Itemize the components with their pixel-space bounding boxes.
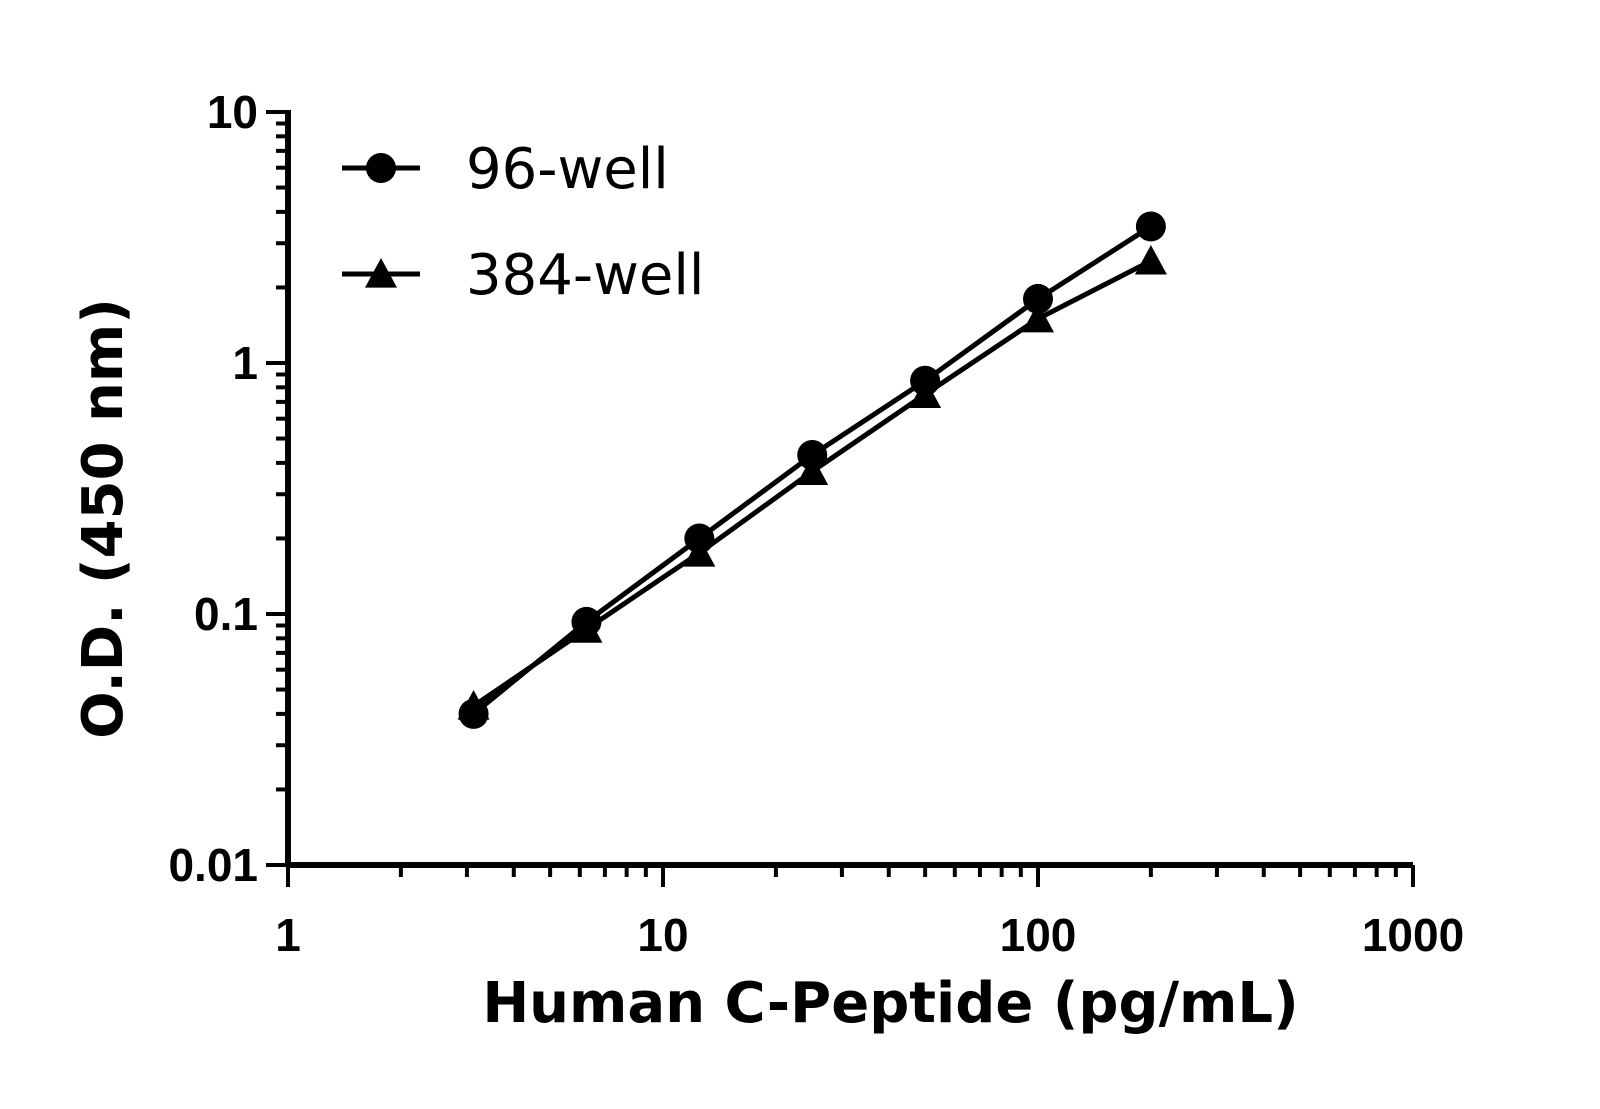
data-point: [1022, 302, 1054, 333]
x-tick-label: 100: [1000, 909, 1077, 961]
data-point: [796, 455, 829, 485]
y-tick-label: 1: [232, 337, 258, 389]
data-point: [458, 698, 489, 729]
legend-item: 96-well: [342, 137, 669, 202]
data-point: [1135, 211, 1166, 242]
series-96-well: [458, 211, 1166, 729]
y-tick-label: 10: [207, 86, 258, 138]
data-point: [1023, 283, 1053, 314]
y-tick-label: 0.01: [168, 839, 258, 891]
x-tick-label: 10: [637, 909, 688, 961]
legend-label: 96-well: [466, 137, 669, 202]
y-axis-title: O.D. (450 nm): [71, 298, 136, 739]
x-tick-label: 1000: [1362, 909, 1464, 961]
legend-marker: [366, 153, 396, 183]
series-group: [457, 211, 1167, 729]
x-axis-title: Human C-Peptide (pg/mL): [482, 971, 1298, 1036]
y-tick-label: 0.1: [194, 588, 258, 640]
data-point: [797, 439, 828, 470]
series-384-well: [457, 244, 1167, 720]
legend-label: 384-well: [466, 243, 704, 308]
x-tick-label: 1: [275, 909, 301, 961]
data-point: [1134, 244, 1167, 275]
data-point: [571, 606, 602, 637]
axes: 1 10 100 1000 0.01 0.1 1 10: [168, 86, 1464, 961]
legend-marker: [365, 258, 397, 288]
data-point: [684, 523, 715, 554]
data-point: [910, 365, 941, 396]
legend-item: 384-well: [342, 243, 704, 308]
legend: 96-well 384-well: [342, 137, 704, 308]
